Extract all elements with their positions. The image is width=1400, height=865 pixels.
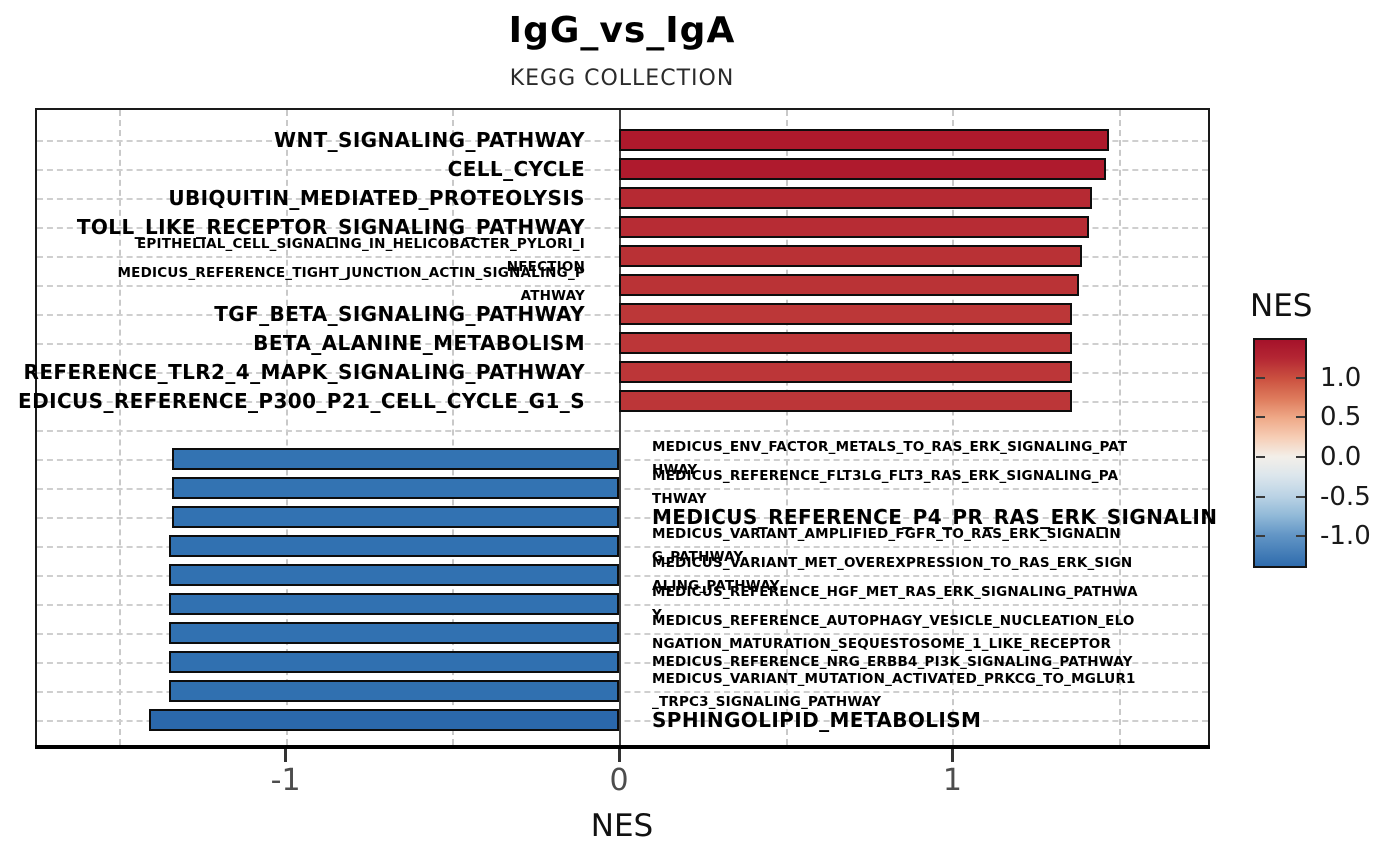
nes-bar [619,274,1080,296]
x-tick-mark [617,749,621,762]
bar-label: TGF_BETA_SIGNALING_PATHWAY [214,302,585,326]
legend-tick-mark [1296,416,1305,419]
horizontal-gridline [37,546,1208,548]
horizontal-gridline [37,720,1208,722]
bar-label: REFERENCE_TLR2_4_MAPK_SIGNALING_PATHWAY [23,360,585,384]
bar-label: SPHINGOLIPID_METABOLISM [652,708,982,732]
bar-label: MEDICUS_REFERENCE_HGF_MET_RAS_ERK_SIGNAL… [652,584,1138,623]
horizontal-gridline [37,604,1208,606]
bar-label: MEDICUS_REFERENCE_NRG_ERBB4_PI3K_SIGNALI… [652,653,1133,670]
x-tick-label: 1 [942,763,962,798]
bar-label: BETA_ALANINE_METABOLISM [253,331,585,355]
vertical-gridline [952,110,955,745]
bar-label: TOLL_LIKE_RECEPTOR_SIGNALING_PATHWAY [76,215,585,239]
bar-label: MEDICUS_REFERENCE_P4_PR_RAS_ERK_SIGNALIN [652,505,1217,529]
horizontal-gridline [37,517,1208,519]
legend-tick-label: -1.0 [1320,521,1371,552]
bar-label: MEDICUS_REFERENCE_FLT3LG_FLT3_RAS_ERK_SI… [652,468,1119,507]
horizontal-gridline [37,691,1208,693]
nes-bar [168,535,619,557]
bar-label: UBIQUITIN_MEDIATED_PROTEOLYSIS [168,186,585,210]
bar-label: EDICUS_REFERENCE_P300_P21_CELL_CYCLE_G1_… [18,389,585,413]
x-axis-title: NES [590,808,654,844]
vertical-gridline [118,110,121,745]
nes-bar [619,245,1083,267]
legend-tick-label: 0.0 [1320,441,1362,472]
x-tick-mark [284,749,288,762]
nes-bar [619,303,1073,325]
legend-tick-mark [1296,535,1305,538]
bar-label: EPITHELIAL_CELL_SIGNALING_IN_HELICOBACTE… [137,236,585,275]
nes-bar [168,593,619,615]
nes-bar [619,187,1093,209]
bar-label: CELL_CYCLE [447,157,585,181]
legend-tick-mark [1256,376,1265,379]
legend-tick-mark [1296,376,1305,379]
horizontal-gridline [37,459,1208,461]
nes-bar [619,361,1073,383]
nes-bar [619,332,1073,354]
bar-label: MEDICUS_VARIANT_AMPLIFIED_FGFR_TO_RAS_ER… [652,526,1121,565]
vertical-gridline [285,110,288,745]
nes-bar [619,390,1073,412]
legend-tick-mark [1256,455,1265,458]
nes-bar [619,216,1090,238]
bar-label: MEDICUS_VARIANT_MET_OVEREXPRESSION_TO_RA… [652,555,1133,594]
legend-tick-mark [1296,495,1305,498]
nes-bar [619,158,1106,180]
legend-tick-mark [1256,495,1265,498]
nes-bar [168,680,619,702]
legend-tick-label: 0.5 [1320,402,1362,433]
nes-bar [168,622,619,644]
bar-label: MEDICUS_REFERENCE_AUTOPHAGY_VESICLE_NUCL… [652,613,1135,652]
x-tick-mark [950,749,954,762]
bar-label: WNT_SIGNALING_PATHWAY [274,128,585,152]
vertical-gridline [1119,110,1122,745]
plot-panel [35,108,1210,747]
legend-tick-label: -0.5 [1320,481,1371,512]
nes-bar [172,506,619,528]
x-tick-label: -1 [270,763,301,798]
nes-bar [168,651,619,673]
nes-bar [168,564,619,586]
legend-colorbar [1253,338,1307,568]
chart-subtitle: KEGG COLLECTION [509,66,735,91]
bar-label: MEDICUS_VARIANT_MUTATION_ACTIVATED_PRKCG… [652,671,1136,710]
vertical-gridline [785,110,788,745]
nes-bar [172,477,619,499]
horizontal-gridline [37,662,1208,664]
legend-title: NES [1250,288,1313,324]
vertical-gridline [452,110,455,745]
horizontal-gridline [37,633,1208,635]
chart-title: IgG_vs_IgA [508,10,736,51]
legend-tick-mark [1296,455,1305,458]
legend-tick-label: 1.0 [1320,362,1362,393]
x-tick-label: 0 [609,763,629,798]
zero-line [619,110,621,745]
bar-label: MEDICUS_REFERENCE_TIGHT_JUNCTION_ACTIN_S… [117,265,585,304]
nes-bar [619,129,1110,151]
nes-bar [148,709,619,731]
legend-tick-mark [1256,416,1265,419]
horizontal-gridline [37,575,1208,577]
x-axis-line [35,745,1210,749]
nes-bar [172,448,619,470]
bar-label: MEDICUS_ENV_FACTOR_METALS_TO_RAS_ERK_SIG… [652,439,1128,478]
horizontal-gridline [37,488,1208,490]
legend-tick-mark [1256,535,1265,538]
horizontal-gridline [37,430,1208,432]
